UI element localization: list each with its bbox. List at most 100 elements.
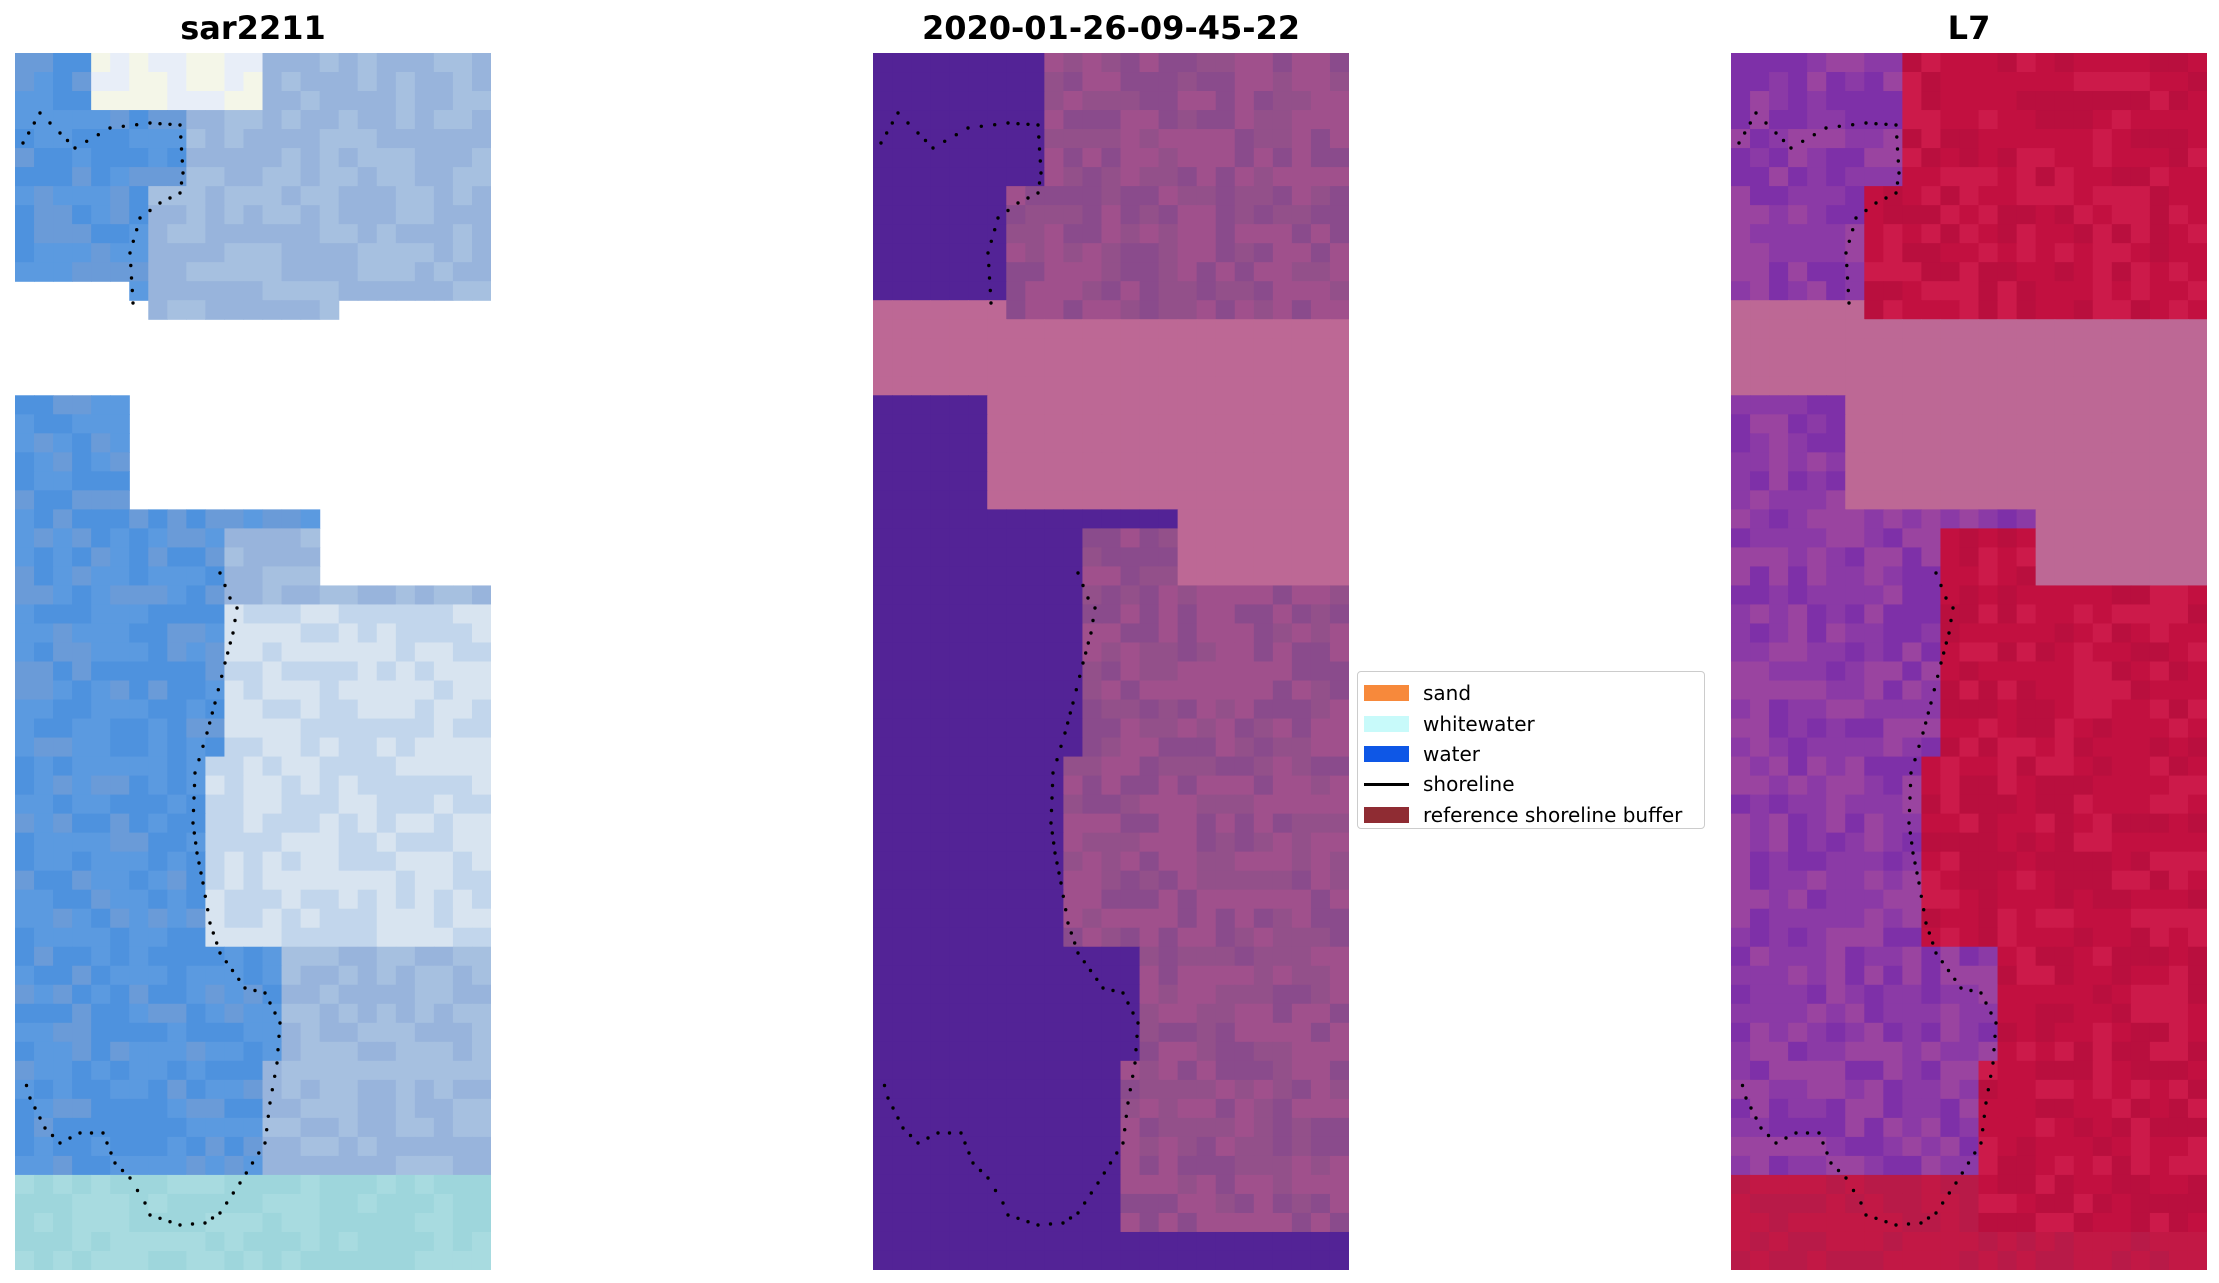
- pixel-cell: [1940, 642, 1961, 663]
- pixel-cell: [1006, 452, 1026, 472]
- pixel-cell: [1158, 1022, 1179, 1043]
- pixel-cell: [1158, 167, 1179, 187]
- shoreline-point: [996, 216, 1000, 220]
- pixel-cell: [1826, 832, 1846, 853]
- pixel-cell: [129, 91, 149, 111]
- pixel-cell: [1807, 965, 1827, 986]
- pixel-cell: [1940, 604, 1961, 625]
- pixel-cell: [1044, 452, 1064, 472]
- pixel-cell: [1921, 110, 1942, 130]
- pixel-cell: [1310, 186, 1331, 206]
- pixel-cell: [129, 547, 149, 568]
- pixel-cell: [300, 243, 321, 263]
- shoreline-point: [1078, 674, 1082, 678]
- pixel-cell: [281, 832, 302, 853]
- pixel-cell: [2073, 281, 2094, 301]
- shoreline-point: [1076, 571, 1080, 575]
- pixel-cell: [968, 775, 988, 796]
- pixel-cell: [2054, 851, 2075, 872]
- pixel-cell: [1807, 167, 1827, 187]
- shoreline-point: [58, 131, 62, 135]
- pixel-cell: [110, 908, 130, 929]
- pixel-cell: [1234, 623, 1255, 644]
- pixel-cell: [911, 433, 931, 453]
- pixel-cell: [1101, 889, 1122, 910]
- pixel-cell: [1997, 547, 2018, 568]
- pixel-cell: [1310, 1155, 1331, 1176]
- pixel-cell: [892, 1003, 912, 1024]
- pixel-cell: [243, 946, 264, 967]
- pixel-cell: [281, 53, 302, 73]
- pixel-cell: [433, 984, 454, 1005]
- pixel-cell: [186, 604, 206, 625]
- pixel-cell: [72, 984, 92, 1005]
- pixel-cell: [1921, 984, 1942, 1005]
- pixel-cell: [1101, 794, 1122, 815]
- pixel-cell: [2149, 1231, 2170, 1252]
- pixel-cell: [1731, 965, 1751, 986]
- pixel-cell: [2187, 490, 2207, 510]
- pixel-cell: [2054, 661, 2075, 682]
- pixel-cell: [471, 1022, 491, 1043]
- pixel-cell: [1253, 832, 1274, 853]
- pixel-cell: [34, 1041, 54, 1062]
- pixel-cell: [1864, 870, 1884, 891]
- shoreline-point: [131, 239, 135, 243]
- pixel-cell: [1883, 832, 1903, 853]
- pixel-cell: [243, 224, 264, 244]
- pixel-cell: [2168, 1193, 2189, 1214]
- pixel-cell: [1883, 110, 1903, 130]
- pixel-cell: [1807, 756, 1827, 777]
- pixel-cell: [471, 813, 491, 834]
- pixel-cell: [1902, 661, 1922, 682]
- pixel-cell: [949, 832, 969, 853]
- pixel-cell: [1329, 1117, 1349, 1138]
- shoreline-point: [201, 881, 205, 885]
- pixel-cell: [930, 851, 950, 872]
- pixel-cell: [1845, 1155, 1865, 1176]
- pixel-cell: [1272, 794, 1293, 815]
- pixel-cell: [1921, 1155, 1942, 1176]
- pixel-cell: [357, 1098, 378, 1119]
- pixel-cell: [1177, 775, 1198, 796]
- pixel-cell: [1826, 965, 1846, 986]
- pixel-cell: [1177, 376, 1198, 396]
- pixel-cell: [1291, 129, 1312, 149]
- pixel-cell: [2130, 946, 2151, 967]
- pixel-cell: [262, 224, 283, 244]
- pixel-cell: [1101, 395, 1122, 415]
- pixel-cell: [319, 623, 340, 644]
- pixel-cell: [1215, 91, 1236, 111]
- pixel-cell: [873, 813, 893, 834]
- pixel-cell: [2035, 281, 2056, 301]
- pixel-cell: [1006, 585, 1026, 606]
- pixel-cell: [2016, 528, 2037, 549]
- shoreline-point: [1812, 133, 1816, 137]
- pixel-cell: [1196, 718, 1217, 739]
- pixel-cell: [2111, 433, 2132, 453]
- pixel-cell: [1750, 965, 1770, 986]
- shoreline-point: [178, 1223, 182, 1227]
- pixel-cell: [1940, 908, 1961, 929]
- pixel-cell: [1959, 775, 1980, 796]
- shoreline-point: [191, 821, 195, 825]
- pixel-cell: [1177, 1212, 1198, 1233]
- pixel-cell: [91, 414, 111, 434]
- pixel-cell: [873, 851, 893, 872]
- pixel-cell: [1959, 1098, 1980, 1119]
- pixel-cell: [186, 148, 206, 168]
- pixel-cell: [2149, 1117, 2170, 1138]
- pixel-cell: [1082, 243, 1103, 263]
- pixel-cell: [1959, 72, 1980, 92]
- pixel-cell: [987, 794, 1007, 815]
- pixel-cell: [1978, 433, 1999, 453]
- pixel-cell: [452, 53, 473, 73]
- pixel-cell: [1215, 851, 1236, 872]
- pixel-cell: [34, 1003, 54, 1024]
- pixel-cell: [471, 775, 491, 796]
- pixel-cell: [2168, 300, 2189, 320]
- pixel-cell: [1082, 661, 1103, 682]
- pixel-cell: [1807, 452, 1827, 472]
- pixel-cell: [911, 186, 931, 206]
- shoreline-point: [936, 1131, 940, 1135]
